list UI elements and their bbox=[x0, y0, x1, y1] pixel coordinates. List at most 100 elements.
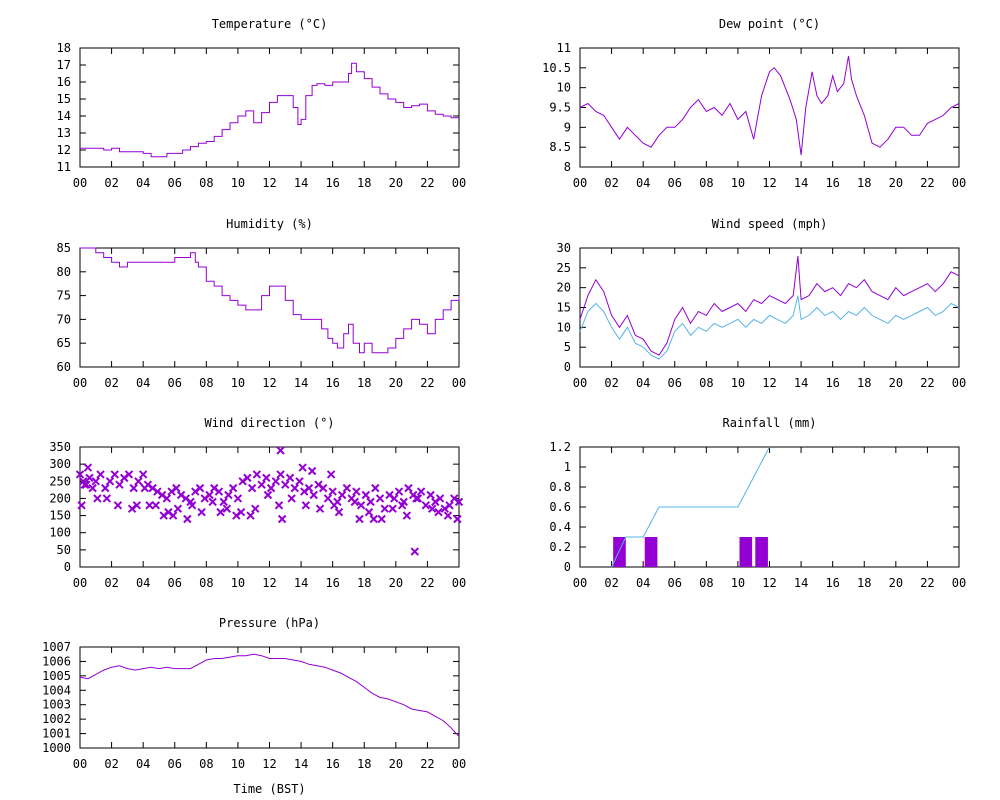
x-tick-label: 08 bbox=[199, 757, 213, 771]
scatter-point bbox=[334, 507, 344, 517]
x-tick-label: 22 bbox=[920, 176, 934, 190]
scatter-point bbox=[134, 477, 143, 486]
x-tick-label: 22 bbox=[420, 176, 434, 190]
y-tick-label: 17 bbox=[57, 58, 71, 72]
scatter-point bbox=[77, 501, 86, 510]
x-tick-label: 12 bbox=[762, 376, 776, 390]
x-tick-label: 22 bbox=[420, 376, 434, 390]
scatter-point bbox=[85, 473, 94, 483]
scatter-point bbox=[350, 497, 359, 507]
x-tick-label: 10 bbox=[731, 176, 745, 190]
scatter-point bbox=[197, 507, 206, 517]
rain-bar bbox=[755, 537, 768, 567]
y-tick-label: 1004 bbox=[42, 683, 71, 697]
x-tick-label: 20 bbox=[389, 176, 403, 190]
x-tick-label: 00 bbox=[952, 376, 966, 390]
x-tick-label: 20 bbox=[889, 176, 903, 190]
y-tick-label: 11 bbox=[57, 160, 71, 174]
scatter-point bbox=[252, 470, 262, 479]
y-tick-label: 9.5 bbox=[549, 101, 571, 115]
plot-frame bbox=[579, 446, 960, 568]
scatter-point bbox=[371, 483, 380, 493]
x-tick-label: 00 bbox=[73, 757, 87, 771]
plot-frame bbox=[79, 247, 460, 368]
scatter-point bbox=[435, 494, 445, 503]
scatter-point bbox=[105, 477, 115, 486]
scatter-point bbox=[124, 470, 134, 479]
chart-rainfall: Rainfall (mm) 0 0.2 0.4 0.6 0.8 1 1.2 00 02 04 06 08… bbox=[549, 416, 966, 590]
x-tick-label: 10 bbox=[231, 176, 245, 190]
scatter-point bbox=[397, 501, 407, 510]
scatter-point bbox=[101, 483, 110, 493]
x-tick-label: 02 bbox=[104, 176, 118, 190]
x-tick-label: 16 bbox=[825, 376, 839, 390]
x-tick-label: 02 bbox=[104, 376, 118, 390]
chart-dew-point: Dew point (°C) 8 8.5 9 9.5 10 10.5 11 00 02 04 06 08… bbox=[542, 17, 966, 190]
scatter-point bbox=[366, 497, 375, 507]
scatter-point bbox=[326, 470, 336, 479]
y-tick-label: 75 bbox=[57, 289, 71, 303]
y-tick-label: 8 bbox=[564, 160, 571, 174]
x-tick-label: 02 bbox=[104, 757, 118, 771]
scatter-point bbox=[304, 483, 314, 493]
y-tick-label: 1 bbox=[564, 460, 571, 474]
y-tick-label: 1005 bbox=[42, 669, 71, 683]
y-tick-label: 1007 bbox=[42, 640, 71, 654]
x-tick-label: 02 bbox=[604, 376, 618, 390]
scatter-point bbox=[276, 446, 285, 455]
x-tick-label: 06 bbox=[168, 576, 182, 590]
x-tick-label: 08 bbox=[199, 176, 213, 190]
scatter-point bbox=[216, 507, 225, 517]
x-tick-label: 22 bbox=[420, 576, 434, 590]
scatter-point bbox=[82, 480, 91, 489]
scatter-point bbox=[318, 483, 328, 493]
scatter-point bbox=[96, 470, 105, 479]
x-tick-label: 04 bbox=[136, 576, 150, 590]
scatter-point bbox=[413, 494, 423, 503]
series-line bbox=[79, 653, 460, 737]
scatter-point bbox=[352, 487, 361, 496]
x-tick-label: 04 bbox=[636, 576, 650, 590]
y-tick-label: 50 bbox=[57, 543, 71, 557]
scatter-point bbox=[454, 497, 464, 507]
scatter-point bbox=[364, 507, 374, 517]
y-tick-label: 1.2 bbox=[549, 440, 571, 454]
scatter-point bbox=[102, 494, 112, 503]
y-tick-label: 350 bbox=[49, 440, 71, 454]
x-tick-label: 22 bbox=[920, 376, 934, 390]
x-tick-label: 14 bbox=[294, 176, 308, 190]
scatter-point bbox=[298, 463, 307, 472]
y-tick-label: 8.5 bbox=[549, 140, 571, 154]
x-tick-label: 04 bbox=[636, 376, 650, 390]
x-tick-label: 10 bbox=[731, 576, 745, 590]
x-tick-label: 16 bbox=[325, 576, 339, 590]
scatter-point bbox=[145, 501, 154, 510]
scatter-point bbox=[301, 501, 311, 510]
scatter-point bbox=[138, 470, 148, 479]
scatter-point bbox=[427, 504, 437, 513]
scatter-point bbox=[257, 480, 266, 489]
series-line bbox=[80, 62, 459, 158]
scatter-point bbox=[262, 473, 271, 483]
x-tick-label: 12 bbox=[262, 576, 276, 590]
chart-pressure: Pressure (hPa)10001001100210031004100510… bbox=[42, 616, 466, 796]
x-tick-label: 18 bbox=[857, 176, 871, 190]
x-tick-label: 12 bbox=[262, 757, 276, 771]
scatter-point bbox=[356, 501, 366, 510]
scatter-point bbox=[361, 490, 371, 500]
scatter-point bbox=[355, 514, 364, 524]
scatter-point bbox=[151, 501, 161, 510]
y-tick-label: 1006 bbox=[42, 654, 71, 668]
scatter-point bbox=[330, 501, 339, 510]
x-axis-title: Time (BST) bbox=[233, 782, 305, 796]
x-tick-label: 08 bbox=[199, 376, 213, 390]
scatter-point bbox=[307, 466, 317, 476]
x-tick-label: 00 bbox=[452, 576, 466, 590]
scatter-point bbox=[162, 494, 172, 503]
scatter-point bbox=[266, 483, 276, 493]
y-tick-label: 1003 bbox=[42, 698, 71, 712]
x-tick-label: 06 bbox=[668, 176, 682, 190]
scatter-point bbox=[323, 494, 333, 503]
chart-title: Rainfall (mm) bbox=[723, 416, 817, 430]
x-tick-label: 14 bbox=[794, 376, 808, 390]
